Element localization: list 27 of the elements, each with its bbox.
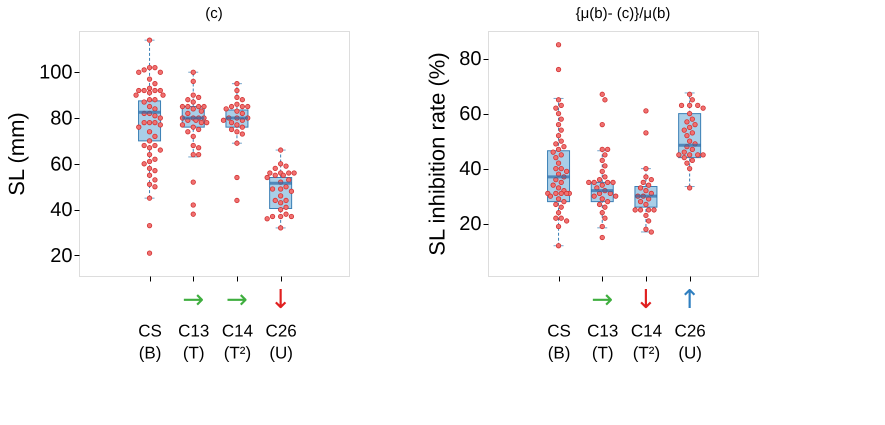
x-tick-label: C13 (T) <box>178 322 210 362</box>
y-tick-label: 20 <box>459 213 482 236</box>
y-tick-label: 40 <box>50 199 72 222</box>
y-axis-title: SL inhibition rate (%) <box>424 52 450 256</box>
annotation: → <box>182 285 204 315</box>
x-tick-label: CS (B) <box>138 322 162 362</box>
annotation: → <box>226 285 248 315</box>
x-tick-label: C14 (T²) <box>630 322 662 362</box>
x-tick-label: C13 (T) <box>587 322 618 362</box>
annotation: ↓ <box>635 285 657 315</box>
y-tick-label: 60 <box>459 103 482 126</box>
y-tick-label: 80 <box>459 48 482 70</box>
chart-title: {μ(b)- (c)}/μ(b) <box>576 5 670 22</box>
annotation: ↑ <box>678 285 701 315</box>
chart-title: (c) <box>205 5 223 22</box>
y-tick-label: 80 <box>50 108 72 130</box>
y-tick-label: 60 <box>50 153 72 176</box>
annotation: → <box>591 285 614 315</box>
annotation: ↓ <box>270 285 292 315</box>
y-tick-label: 20 <box>50 244 72 267</box>
x-tick-label: C26 (U) <box>674 322 706 362</box>
x-tick-label: CS (B) <box>547 322 571 362</box>
y-tick-label: 100 <box>39 62 72 84</box>
y-axis-title: SL (mm) <box>4 112 30 196</box>
x-tick-label: C26 (U) <box>266 322 297 362</box>
x-tick-label: C14 (T²) <box>222 322 254 362</box>
y-tick-label: 40 <box>459 158 482 180</box>
